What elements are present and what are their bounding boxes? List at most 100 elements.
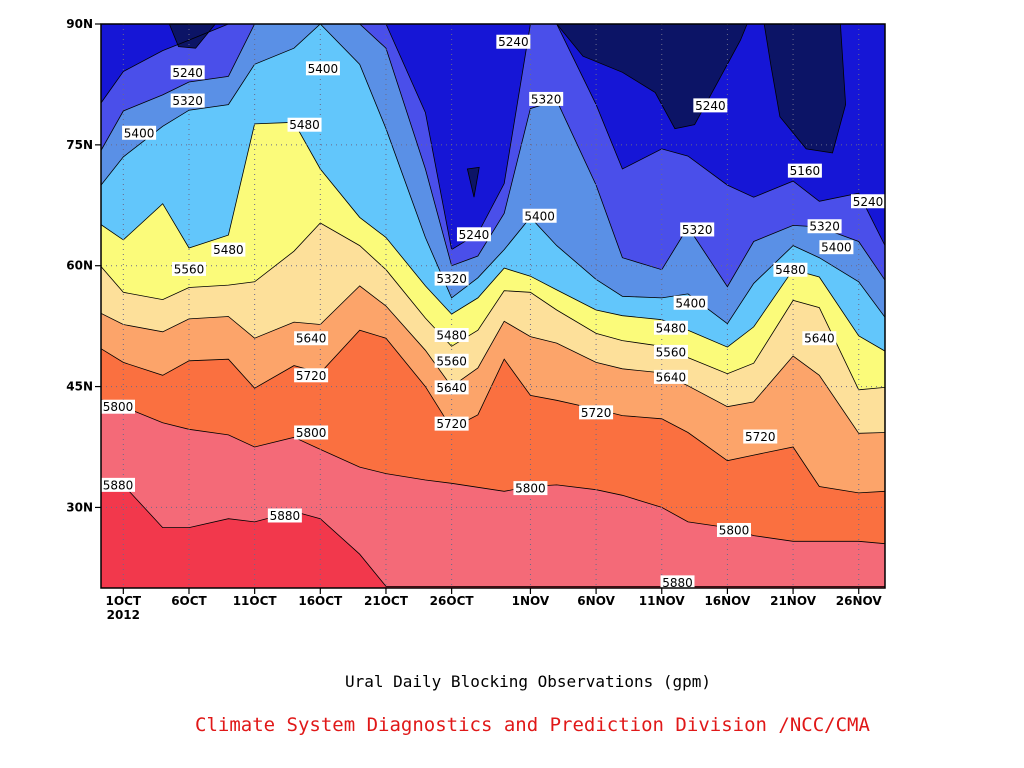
dark-cell-3	[466, 166, 480, 198]
contour-label-text: 5400	[308, 62, 339, 76]
contour-label-text: 5240	[459, 228, 490, 242]
contour-label-text: 5560	[436, 354, 467, 368]
contour-label: 5320	[529, 91, 564, 106]
contour-label-box	[434, 271, 469, 286]
contour-label: 5480	[211, 242, 246, 257]
contour-label: 5560	[653, 344, 688, 359]
contour-label-box	[267, 508, 302, 523]
contour-label: 5640	[653, 369, 688, 384]
x-tick-sublabel: 2012	[107, 608, 140, 622]
contour-label-box	[456, 227, 491, 242]
contour-label-box	[693, 98, 728, 113]
y-tick-label: 45N	[66, 380, 93, 394]
contour-label-box	[434, 380, 469, 395]
contour-label-box	[716, 522, 751, 537]
contour-label-text: 5800	[103, 400, 134, 414]
contour-label-text: 5640	[804, 332, 835, 346]
contour-label-text: 5720	[436, 417, 467, 431]
contour-label-box	[807, 219, 842, 234]
contour-label-box	[294, 425, 329, 440]
y-tick-label: 75N	[66, 138, 93, 152]
contour-label-text: 5640	[656, 370, 687, 384]
contour-label: 5320	[434, 271, 469, 286]
contour-label-box	[851, 194, 885, 209]
contour-label: 5640	[294, 331, 329, 346]
chart-title: Ural Daily Blocking Observations (gpm)	[344, 672, 712, 691]
x-tick-label: 16NOV	[704, 594, 751, 608]
y-tick-label: 30N	[66, 500, 93, 514]
x-tick-label: 26NOV	[836, 594, 883, 608]
contour-label-box	[522, 208, 557, 223]
x-tick-label: 6NOV	[577, 594, 615, 608]
contour-label: 5640	[434, 380, 469, 395]
contour-label-box	[513, 481, 548, 496]
contour-label: 5400	[522, 208, 557, 223]
contour-label: 5400	[122, 125, 157, 140]
contour-label-box	[434, 416, 469, 431]
contour-label: 5320	[680, 222, 715, 237]
contour-label-box	[101, 399, 135, 414]
contour-label-box	[579, 405, 614, 420]
contour-label: 5480	[434, 328, 469, 343]
contour-label-text: 5320	[809, 220, 840, 234]
contour-label: 5560	[171, 261, 206, 276]
contour-label-text: 5720	[296, 369, 327, 383]
contour-line-5400	[101, 24, 885, 325]
contour-line-5560	[101, 222, 885, 391]
contour-label-text: 5880	[103, 478, 134, 492]
contour-label: 5880	[267, 508, 302, 523]
contour-line-5480	[101, 121, 885, 352]
contour-label: 5720	[434, 416, 469, 431]
contour-line-5880	[101, 484, 885, 587]
contour-label: 5480	[653, 320, 688, 335]
contour-label-text: 5400	[821, 241, 852, 255]
contour-label-text: 5240	[172, 66, 203, 80]
contour-label-text: 5720	[581, 406, 612, 420]
contour-label: 5720	[743, 429, 778, 444]
y-tick-label: 90N	[66, 17, 93, 31]
contour-label-box	[305, 61, 340, 76]
contour-label-box	[660, 575, 695, 590]
contour-label-text: 5320	[436, 272, 467, 286]
contour-label-text: 5320	[531, 92, 562, 106]
contour-label: 5320	[170, 93, 205, 108]
contour-label: 5240	[170, 65, 205, 80]
contour-label-box	[122, 125, 157, 140]
contour-label-box	[496, 34, 531, 49]
contour-label: 5720	[294, 368, 329, 383]
contour-label-box	[653, 369, 688, 384]
contour-label-box	[529, 91, 564, 106]
contour-label-text: 5400	[524, 209, 555, 223]
contour-label-box	[673, 295, 708, 310]
contour-label-text: 5400	[675, 296, 706, 310]
contour-label: 5320	[807, 219, 842, 234]
x-tick-label: 21OCT	[364, 594, 409, 608]
contour-label-text: 5560	[174, 262, 205, 276]
contour-label-text: 5240	[498, 35, 529, 49]
contour-label-box	[170, 65, 205, 80]
contour-label-box	[743, 429, 778, 444]
contour-label: 5240	[851, 194, 885, 209]
contour-line-5320	[101, 24, 885, 288]
contour-label-text: 5160	[790, 164, 821, 178]
y-axis: 30N 45N 60N 75N 90N	[66, 17, 101, 514]
contour-label-text: 5400	[124, 126, 155, 140]
contour-label-box	[101, 477, 135, 492]
contour-label: 5880	[660, 575, 695, 590]
contour-label-text: 5480	[656, 321, 687, 335]
contour-label: 5800	[294, 425, 329, 440]
dark-cell-0	[168, 24, 216, 49]
contour-label-text: 5480	[436, 329, 467, 343]
contour-label: 5240	[456, 227, 491, 242]
contour-label-box	[287, 117, 322, 132]
contour-labels: 5240 5320 5400 5400 5480 5480 5560 5640 5720 5800…	[101, 34, 885, 590]
x-tick-label: 1OCT	[106, 594, 142, 608]
x-tick-label: 21NOV	[770, 594, 817, 608]
contour-label-box	[434, 353, 469, 368]
contour-label-text: 5720	[745, 430, 776, 444]
contour-label: 5480	[287, 117, 322, 132]
contour-label: 5640	[802, 331, 837, 346]
contour-label: 5800	[101, 399, 135, 414]
